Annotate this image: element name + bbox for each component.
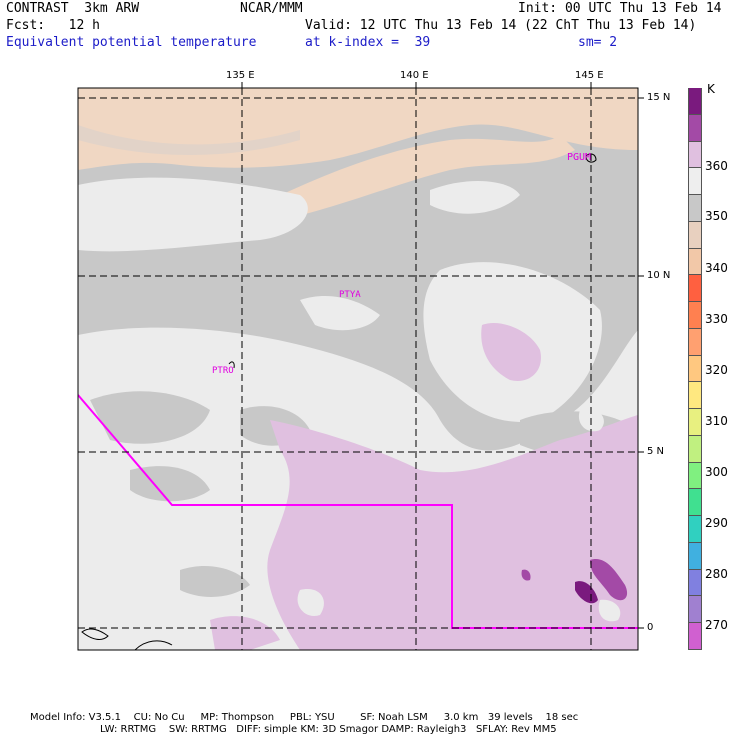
station-ptya: PTYA	[339, 290, 361, 300]
colorbar-label-310: 310	[705, 414, 728, 428]
colorbar-label-270: 270	[705, 618, 728, 632]
station-pgum: PGUM	[567, 152, 592, 163]
forecast-hour: Fcst: 12 h	[6, 18, 100, 33]
lat-label-15n: 15 N	[647, 92, 671, 103]
colorbar-swatch	[688, 355, 702, 383]
colorbar-swatch	[688, 302, 702, 329]
model-source: NCAR/MMM	[240, 1, 303, 16]
colorbar-swatch	[688, 168, 702, 196]
colorbar-swatch	[688, 275, 702, 303]
map-frame	[77, 87, 639, 651]
colorbar-swatch	[688, 195, 702, 222]
product-title: CONTRAST 3km ARW	[6, 1, 140, 16]
colorbar-label-360: 360	[705, 159, 728, 173]
colorbar-label-300: 300	[705, 465, 728, 479]
graticule	[78, 88, 638, 650]
colorbar-label-330: 330	[705, 312, 728, 326]
colorbar-swatch	[688, 114, 702, 142]
colorbar-swatch	[688, 542, 702, 570]
field-name: Equivalent potential temperature	[6, 35, 257, 50]
colorbar-swatch	[688, 596, 702, 624]
colorbar-label-320: 320	[705, 363, 728, 377]
colorbar-swatch	[688, 516, 702, 543]
colorbar-swatch	[688, 569, 702, 597]
colorbar-label-280: 280	[705, 567, 728, 581]
colorbar-swatch	[688, 409, 702, 436]
colorbar-swatch	[688, 221, 702, 249]
theta-e-field	[78, 88, 638, 650]
model-info-line2: LW: RRTMG SW: RRTMG DIFF: simple KM: 3D …	[100, 724, 557, 735]
colorbar-swatch	[688, 248, 702, 276]
lat-label-10n: 10 N	[647, 270, 671, 281]
lon-label-145: 145 E	[575, 70, 604, 81]
lon-label-140: 140 E	[400, 70, 429, 81]
model-info-line1: Model Info: V3.5.1 CU: No Cu MP: Thompso…	[30, 712, 579, 723]
smoothing: sm= 2	[578, 35, 618, 50]
valid-time: Valid: 12 UTC Thu 13 Feb 14 (22 ChT Thu …	[305, 18, 697, 33]
lat-label-5n: 5 N	[647, 446, 665, 457]
colorbar-swatch	[688, 382, 702, 410]
colorbar-swatch	[688, 141, 702, 169]
colorbar-swatch	[688, 88, 702, 115]
station-ptro: PTRO	[212, 366, 234, 376]
colorbar-swatch	[688, 623, 702, 650]
colorbar-label-350: 350	[705, 209, 728, 223]
lon-label-135: 135 E	[226, 70, 255, 81]
colorbar-label-340: 340	[705, 261, 728, 275]
colorbar-swatch	[688, 462, 702, 490]
level-index: at k-index = 39	[305, 35, 431, 50]
lat-label-0: 0	[647, 622, 654, 633]
colorbar-swatch	[688, 489, 702, 517]
colorbar-swatch	[688, 328, 702, 356]
colorbar-swatch	[688, 435, 702, 463]
init-time: Init: 00 UTC Thu 13 Feb 14	[518, 1, 722, 16]
colorbar-label-290: 290	[705, 516, 728, 530]
colorbar-unit: K	[707, 82, 715, 96]
